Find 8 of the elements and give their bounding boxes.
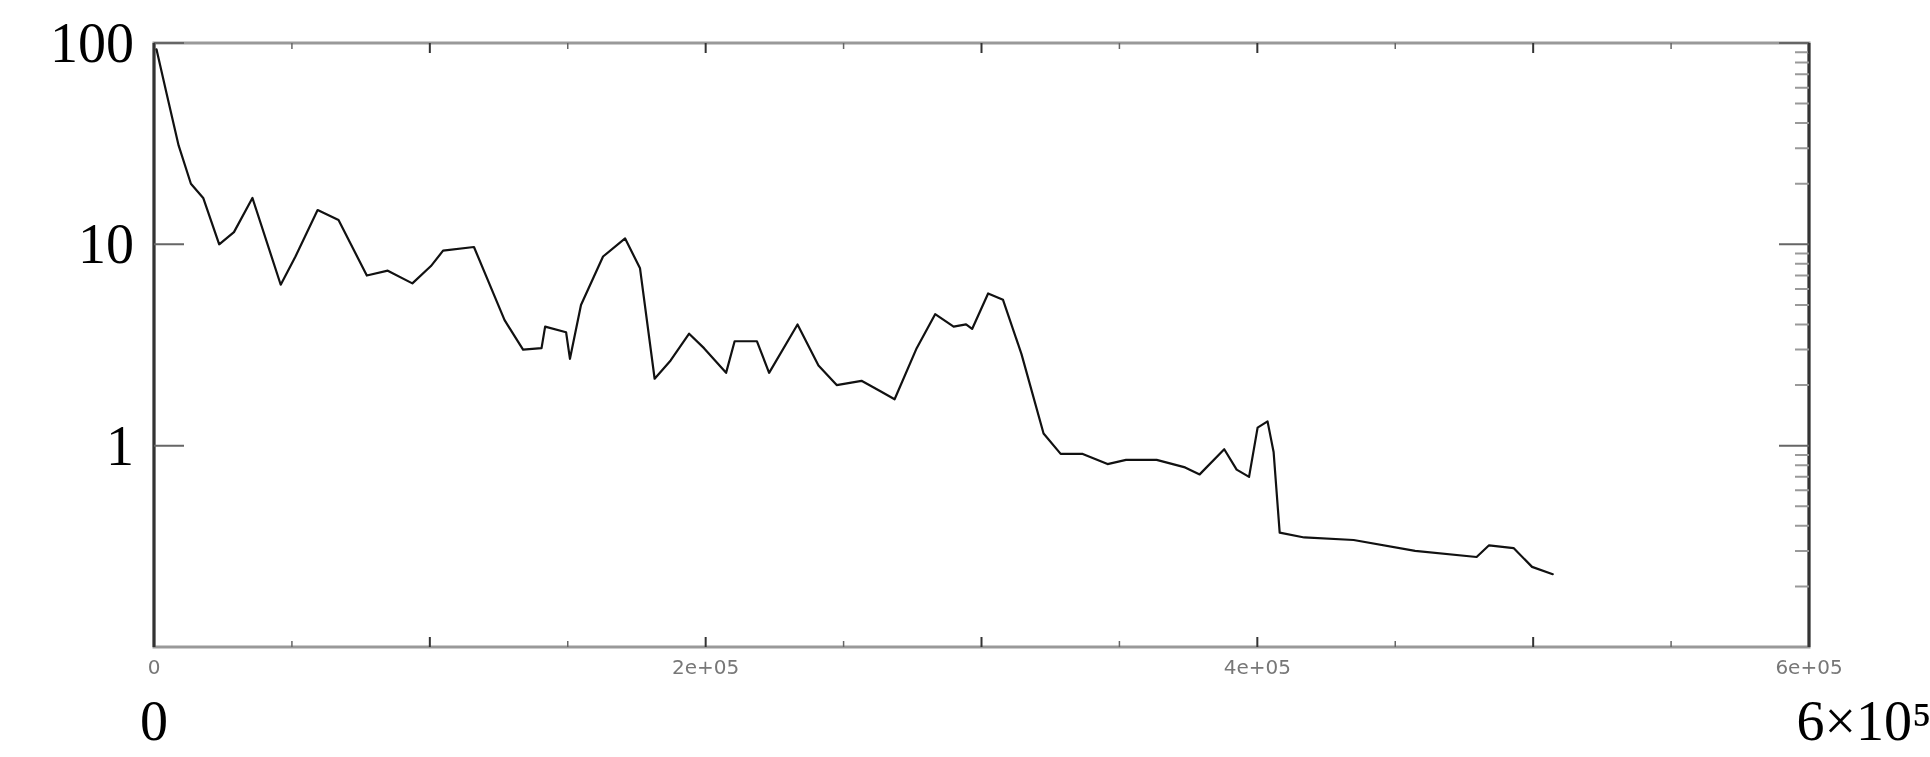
x-tick-label: 4e+05 xyxy=(1223,655,1291,679)
y-tick-label: 100 xyxy=(50,12,134,75)
y-tick-label: 10 xyxy=(78,213,134,276)
y-tick-label: 1 xyxy=(106,414,134,477)
text: 6×10⁵ xyxy=(1796,690,1930,752)
x-tick-label: 6e+05 xyxy=(1775,655,1843,679)
x-tick-label: 0 xyxy=(147,655,161,679)
x-tick-label: 2e+05 xyxy=(672,655,740,679)
